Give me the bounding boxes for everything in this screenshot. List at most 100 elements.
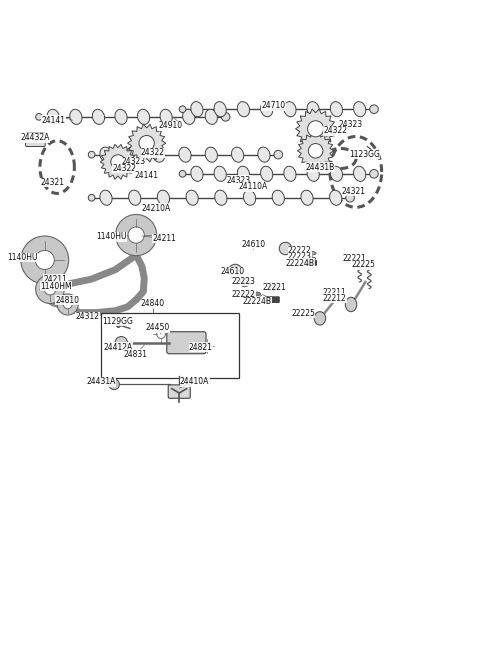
Circle shape [179, 106, 186, 113]
Ellipse shape [70, 110, 82, 125]
Text: 22221: 22221 [263, 283, 287, 291]
Ellipse shape [205, 110, 217, 125]
Circle shape [44, 284, 56, 295]
Circle shape [279, 243, 292, 255]
Ellipse shape [100, 147, 112, 162]
Ellipse shape [214, 166, 226, 181]
Ellipse shape [186, 190, 198, 205]
Circle shape [88, 151, 95, 158]
Text: 1140HU: 1140HU [7, 253, 37, 262]
Text: 24211: 24211 [153, 234, 176, 243]
Circle shape [21, 236, 69, 284]
Text: 1129GG: 1129GG [103, 317, 133, 326]
Ellipse shape [243, 190, 256, 205]
Circle shape [35, 250, 54, 269]
Circle shape [111, 155, 125, 169]
Text: 24323: 24323 [338, 119, 362, 128]
Ellipse shape [191, 102, 203, 117]
Ellipse shape [126, 147, 138, 162]
Polygon shape [296, 109, 336, 149]
Ellipse shape [345, 297, 357, 312]
Text: 24610: 24610 [241, 240, 265, 248]
Ellipse shape [153, 147, 165, 162]
Ellipse shape [354, 102, 366, 117]
Ellipse shape [157, 190, 169, 205]
Text: 22211: 22211 [323, 288, 347, 297]
Circle shape [240, 277, 250, 287]
Ellipse shape [258, 147, 270, 162]
Text: 24431A: 24431A [86, 378, 116, 387]
Circle shape [116, 215, 157, 256]
Ellipse shape [330, 102, 343, 117]
Text: 22225: 22225 [291, 309, 315, 318]
Ellipse shape [179, 147, 191, 162]
Circle shape [274, 151, 283, 159]
Polygon shape [100, 144, 136, 179]
Ellipse shape [215, 190, 227, 205]
Text: 24431B: 24431B [306, 162, 335, 171]
Circle shape [179, 170, 186, 177]
Circle shape [268, 282, 277, 291]
Ellipse shape [237, 166, 250, 181]
Circle shape [157, 330, 165, 338]
Text: 24810: 24810 [56, 295, 80, 304]
Circle shape [109, 379, 120, 390]
Text: 24450: 24450 [145, 323, 170, 333]
Circle shape [370, 170, 378, 178]
Circle shape [57, 294, 78, 315]
Circle shape [115, 336, 128, 349]
Ellipse shape [115, 110, 127, 125]
Text: 24410A: 24410A [180, 378, 209, 387]
Ellipse shape [100, 190, 112, 205]
Ellipse shape [205, 147, 217, 162]
Ellipse shape [261, 166, 273, 181]
Text: 24323: 24323 [227, 175, 251, 185]
Circle shape [63, 300, 72, 309]
Ellipse shape [214, 102, 226, 117]
Circle shape [128, 227, 144, 243]
Ellipse shape [160, 110, 172, 125]
Circle shape [36, 274, 64, 303]
Ellipse shape [237, 102, 250, 117]
Circle shape [204, 343, 211, 349]
FancyBboxPatch shape [167, 332, 206, 354]
Ellipse shape [330, 166, 343, 181]
Text: 24831: 24831 [124, 349, 148, 359]
Circle shape [308, 121, 324, 137]
Text: 24211: 24211 [44, 274, 68, 284]
Ellipse shape [261, 102, 273, 117]
Circle shape [228, 264, 242, 278]
Text: 1140HM: 1140HM [40, 282, 72, 291]
Text: 22224B: 22224B [242, 297, 271, 306]
Text: 22212: 22212 [323, 294, 347, 303]
Ellipse shape [182, 110, 195, 125]
Polygon shape [298, 133, 334, 169]
Text: 22223: 22223 [288, 252, 312, 261]
Text: 24710: 24710 [262, 101, 286, 110]
Text: 24321: 24321 [342, 186, 366, 196]
Text: 24412A: 24412A [103, 342, 132, 351]
FancyBboxPatch shape [101, 312, 239, 378]
Text: 1123GG: 1123GG [349, 150, 380, 159]
FancyBboxPatch shape [304, 260, 317, 265]
Text: 24840: 24840 [141, 299, 165, 308]
Ellipse shape [137, 110, 150, 125]
Ellipse shape [284, 102, 296, 117]
Ellipse shape [330, 190, 342, 205]
Polygon shape [128, 125, 166, 162]
Text: 22225: 22225 [351, 260, 375, 269]
Circle shape [36, 113, 42, 120]
Text: 24141: 24141 [135, 171, 159, 180]
Ellipse shape [307, 102, 319, 117]
Circle shape [199, 338, 216, 355]
Text: 24210A: 24210A [142, 204, 171, 213]
Ellipse shape [272, 190, 284, 205]
Text: 24110A: 24110A [239, 182, 268, 191]
Ellipse shape [129, 190, 141, 205]
Circle shape [88, 194, 95, 201]
Text: 24322: 24322 [112, 164, 136, 173]
Circle shape [346, 194, 354, 202]
Text: 24312: 24312 [76, 312, 100, 321]
Text: 1140HU: 1140HU [96, 233, 127, 241]
FancyBboxPatch shape [168, 385, 190, 398]
